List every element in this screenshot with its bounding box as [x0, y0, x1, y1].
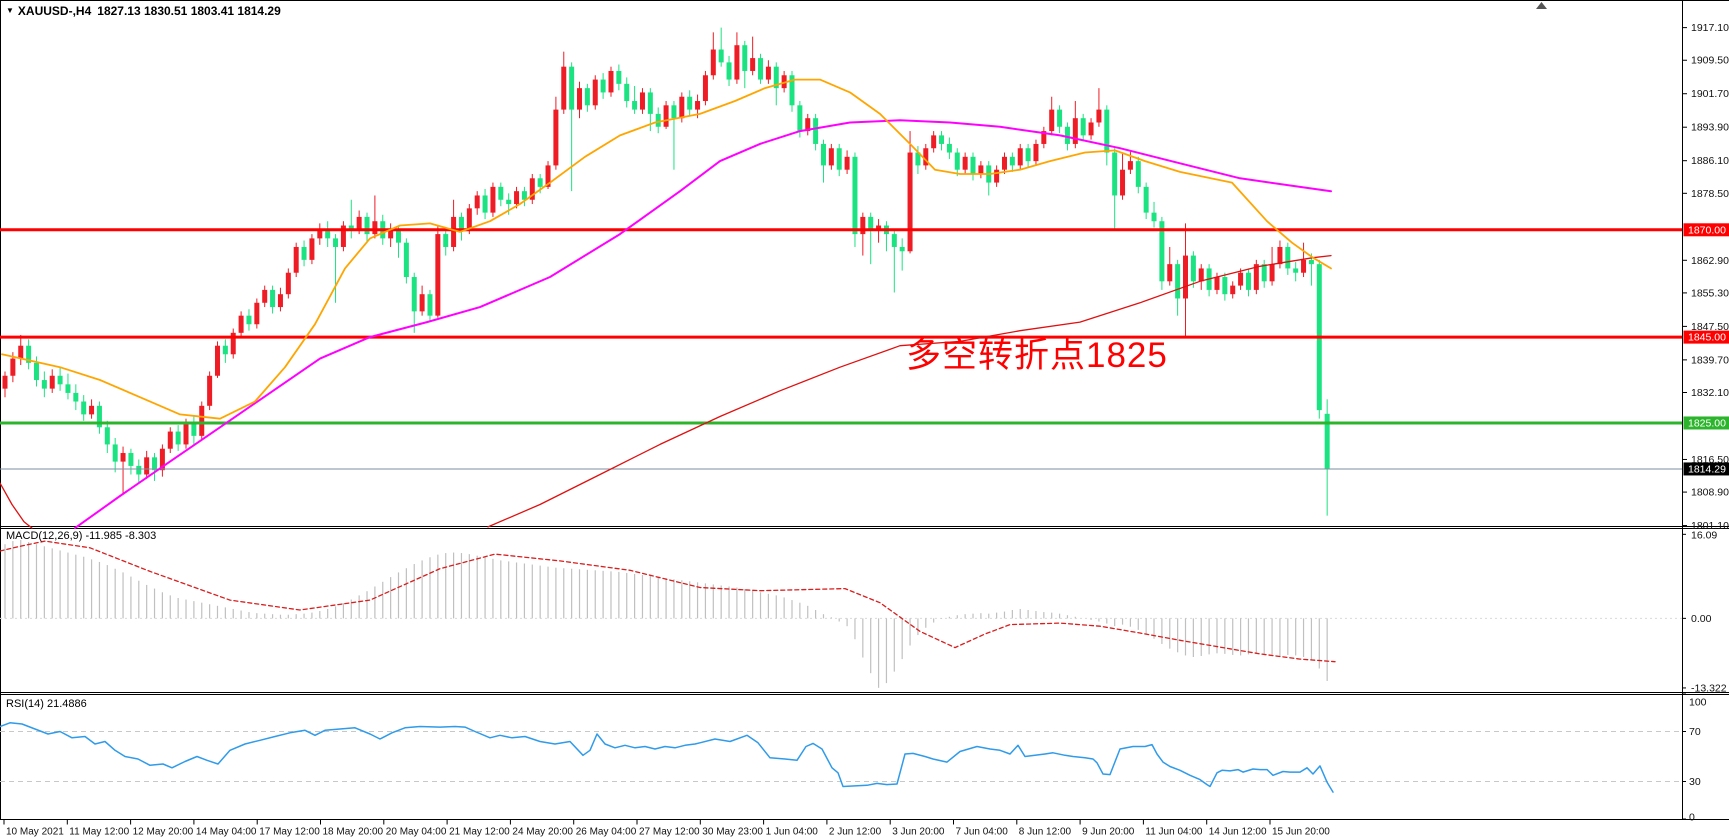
svg-text:14 May 04:00: 14 May 04:00	[196, 827, 257, 838]
svg-text:20 May 04:00: 20 May 04:00	[386, 827, 447, 838]
svg-text:15 Jun 20:00: 15 Jun 20:00	[1272, 827, 1330, 838]
svg-text:1801.10: 1801.10	[1691, 520, 1729, 532]
svg-text:10 May 2021: 10 May 2021	[6, 827, 64, 838]
svg-text:1845.00: 1845.00	[1688, 332, 1726, 344]
macd-axis[interactable]: 16.09 0.00 -13.322	[1682, 530, 1727, 695]
macd-name: MACD(12,26,9)	[6, 530, 83, 542]
svg-text:17 May 12:00: 17 May 12:00	[259, 827, 320, 838]
rsi-panel	[0, 722, 1682, 793]
rsi-value: 21.4886	[46, 698, 87, 710]
rsi-name: RSI(14)	[6, 698, 44, 710]
svg-text:11 Jun 04:00: 11 Jun 04:00	[1145, 827, 1203, 838]
svg-text:27 May 12:00: 27 May 12:00	[639, 827, 700, 838]
time-axis[interactable]: 10 May 2021 11 May 12:00 12 May 20:00 14 Ma…	[3, 819, 1330, 838]
svg-text:24 May 20:00: 24 May 20:00	[512, 827, 573, 838]
ma-medium-magenta-line	[74, 119, 1332, 530]
price-line-badges: 1870.00 1845.00 1825.00 1814.29	[1683, 223, 1729, 476]
symbol-period-label: XAUUSD-,H4	[17, 4, 92, 18]
macd-signal-line	[0, 540, 1336, 663]
horizontal-price-lines	[0, 228, 1682, 470]
svg-text:26 May 04:00: 26 May 04:00	[576, 827, 637, 838]
svg-text:0.00: 0.00	[1691, 613, 1712, 625]
svg-text:0: 0	[1689, 812, 1695, 824]
svg-text:18 May 20:00: 18 May 20:00	[323, 827, 384, 838]
svg-text:1855.30: 1855.30	[1691, 287, 1729, 299]
svg-text:1878.50: 1878.50	[1691, 188, 1729, 200]
svg-text:14 Jun 12:00: 14 Jun 12:00	[1209, 827, 1267, 838]
svg-text:30 May 23:00: 30 May 23:00	[702, 827, 763, 838]
svg-text:11 May 12:00: 11 May 12:00	[69, 827, 129, 838]
chart-menu-triangle-icon[interactable]: ▼	[6, 6, 14, 15]
svg-text:1893.90: 1893.90	[1691, 122, 1729, 134]
svg-text:1909.50: 1909.50	[1691, 55, 1729, 67]
svg-text:9 Jun 20:00: 9 Jun 20:00	[1082, 827, 1135, 838]
svg-text:8 Jun 12:00: 8 Jun 12:00	[1019, 827, 1072, 838]
svg-text:1832.10: 1832.10	[1691, 387, 1729, 399]
svg-text:70: 70	[1689, 726, 1701, 738]
svg-text:1917.10: 1917.10	[1691, 22, 1729, 34]
rsi-indicator-label: RSI(14) 21.4886	[6, 698, 87, 710]
macd-histogram	[0, 540, 1682, 688]
svg-text:30: 30	[1689, 776, 1701, 788]
svg-text:12 May 20:00: 12 May 20:00	[133, 827, 194, 838]
svg-text:16.09: 16.09	[1691, 530, 1717, 542]
svg-text:100: 100	[1689, 697, 1707, 709]
svg-text:2 Jun 12:00: 2 Jun 12:00	[829, 827, 882, 838]
svg-text:1814.29: 1814.29	[1688, 463, 1726, 475]
svg-text:1886.10: 1886.10	[1691, 155, 1729, 167]
macd-values: -11.985 -8.303	[85, 530, 157, 542]
last-bar-ohlc-values: 1827.13 1830.51 1803.41 1814.29	[97, 4, 281, 18]
ma-fast-orange-line	[1, 78, 1332, 420]
svg-text:1847.50: 1847.50	[1691, 321, 1729, 333]
svg-text:1 Jun 04:00: 1 Jun 04:00	[766, 827, 819, 838]
svg-text:1808.90: 1808.90	[1691, 487, 1729, 499]
chart-annotation-text: 多空转折点1825	[906, 336, 1168, 375]
macd-indicator-label: MACD(12,26,9) -11.985 -8.303	[6, 530, 156, 542]
svg-text:1901.70: 1901.70	[1691, 88, 1729, 100]
svg-text:1862.90: 1862.90	[1691, 255, 1729, 267]
svg-text:1825.00: 1825.00	[1688, 417, 1726, 429]
svg-text:-13.322: -13.322	[1691, 682, 1727, 694]
svg-text:21 May 12:00: 21 May 12:00	[449, 827, 510, 838]
chart-title-bar: ▼ XAUUSD-,H4 1827.13 1830.51 1803.41 1814.…	[6, 4, 281, 18]
svg-text:3 Jun 20:00: 3 Jun 20:00	[892, 827, 945, 838]
svg-text:7 Jun 04:00: 7 Jun 04:00	[956, 827, 1009, 838]
ma-slow-red-line	[0, 254, 1332, 529]
svg-text:1839.70: 1839.70	[1691, 354, 1729, 366]
svg-text:1870.00: 1870.00	[1688, 224, 1726, 236]
rsi-axis[interactable]: 100 70 30 0	[1682, 693, 1707, 824]
price-axis[interactable]: 1917.10 1909.50 1901.70 1893.90 1886.10 1878.…	[1682, 22, 1729, 532]
